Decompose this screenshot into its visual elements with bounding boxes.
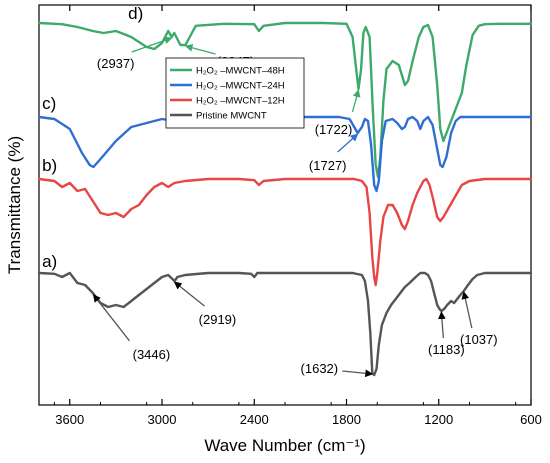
legend-label-2: H₂O₂ –MWCNT–12H xyxy=(196,96,285,107)
x-tick-label-4: 1200 xyxy=(424,412,453,427)
x-tick-label-5: 600 xyxy=(520,412,542,427)
annotation-arrow-1 xyxy=(184,44,216,55)
annotation-arrow-4 xyxy=(92,294,130,342)
annotation-arrow-7 xyxy=(438,311,446,339)
curve-label-2: b) xyxy=(42,156,57,175)
legend-label-1: H₂O₂ –MWCNT–24H xyxy=(196,81,285,92)
annotation-arrow-5 xyxy=(173,281,205,307)
annotation-arrow-8 xyxy=(461,291,473,329)
annotation-label-5: (2919) xyxy=(199,312,237,327)
legend: H₂O₂ –MWCNT–48H H₂O₂ –MWCNT–24H H₂O₂ –MWCN… xyxy=(165,57,305,129)
annotation-label-4: (3446) xyxy=(133,347,171,362)
x-tick-label-1: 3000 xyxy=(148,412,177,427)
curve-label-1: c) xyxy=(42,94,56,113)
series-line-3 xyxy=(37,271,533,377)
annotation-arrow-6 xyxy=(342,369,374,378)
x-tick-label-2: 2400 xyxy=(240,412,269,427)
series-line-2 xyxy=(37,177,533,287)
y-axis-title: Transmittance (%) xyxy=(5,136,24,274)
legend-label-3: Pristine MWCNT xyxy=(196,111,267,122)
annotation-label-2: (1722) xyxy=(315,122,353,137)
series-line-1 xyxy=(37,115,533,193)
curve-label-layer: d) c) b) a) xyxy=(42,4,143,271)
annotation-arrow-0 xyxy=(131,36,173,53)
curve-label-3: a) xyxy=(42,252,57,271)
annotation-label-7: (1183) xyxy=(428,342,465,357)
annotation-label-6: (1632) xyxy=(301,361,339,376)
annotation-label-8: (1037) xyxy=(460,332,498,347)
annotation-arrow-3 xyxy=(337,133,359,153)
x-tick-label-0: 3600 xyxy=(55,412,84,427)
annotation-label-0: (2937) xyxy=(97,56,135,71)
annotation-label-3: (1727) xyxy=(309,158,347,173)
annotation-arrow-2 xyxy=(351,89,361,113)
legend-label-0: H₂O₂ –MWCNT–48H xyxy=(196,66,285,77)
x-axis-title: Wave Number (cm⁻¹) xyxy=(204,436,365,455)
curve-label-0: d) xyxy=(128,4,143,23)
series-line-0 xyxy=(37,21,533,179)
series-layer xyxy=(37,21,533,377)
x-axis-ticks: 3600 3000 2400 1800 1200 600 xyxy=(53,5,542,427)
x-tick-label-3: 1800 xyxy=(332,412,361,427)
